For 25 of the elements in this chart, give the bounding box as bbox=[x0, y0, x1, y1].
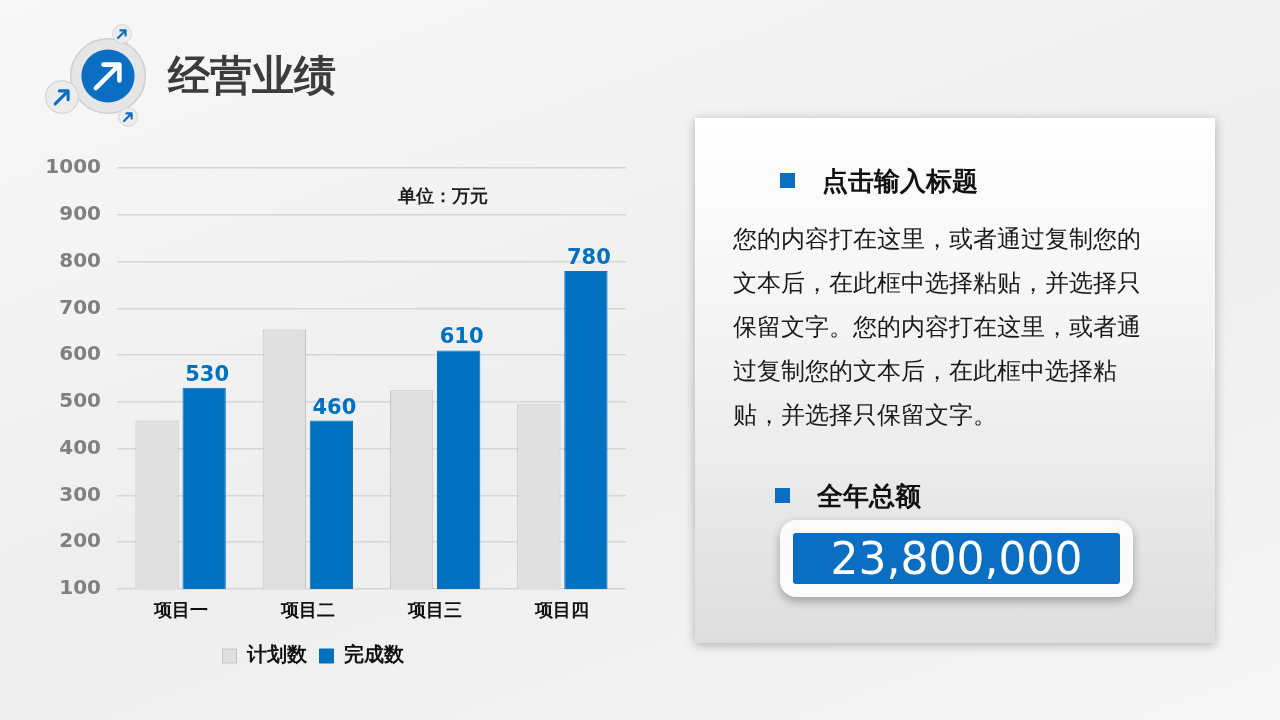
legend-label: 计划数 bbox=[245, 642, 308, 667]
x-tick-label: 项目四 bbox=[534, 599, 590, 621]
data-label: 530 bbox=[185, 361, 230, 386]
y-tick-label: 100 bbox=[59, 575, 101, 600]
y-tick-label: 800 bbox=[59, 247, 101, 272]
y-tick-label: 400 bbox=[59, 434, 101, 459]
text: 您的内容打在这里，或者通过复制您的文本后，在此框中选择粘贴，并选择只保留文字。您的内容打在这里，或者通过复制您的文本后，在此框中选择粘贴，并选择只保留文字。 bbox=[733, 224, 1142, 431]
y-tick-label: 700 bbox=[59, 294, 101, 319]
data-label: 460 bbox=[312, 394, 357, 419]
text: 点击输入标题 bbox=[822, 165, 978, 198]
chart-title: 经营业绩 bbox=[168, 50, 336, 102]
legend-label: 完成数 bbox=[343, 642, 405, 667]
data-label: 610 bbox=[439, 324, 484, 349]
x-tick-label: 项目二 bbox=[279, 599, 335, 621]
y-tick-label: 600 bbox=[59, 341, 101, 366]
y-tick-label: 500 bbox=[59, 388, 101, 413]
x-tick-label: 项目三 bbox=[407, 599, 463, 621]
y-tick-label: 300 bbox=[59, 481, 101, 506]
y-tick-label: 200 bbox=[59, 528, 101, 553]
x-tick-label: 项目一 bbox=[152, 599, 208, 621]
data-label: 780 bbox=[566, 244, 611, 269]
y-tick-label: 1000 bbox=[45, 154, 101, 179]
y-tick-label: 900 bbox=[59, 200, 101, 225]
annotation: 单位：万元 bbox=[396, 184, 488, 206]
text: 全年总额 bbox=[817, 480, 921, 513]
